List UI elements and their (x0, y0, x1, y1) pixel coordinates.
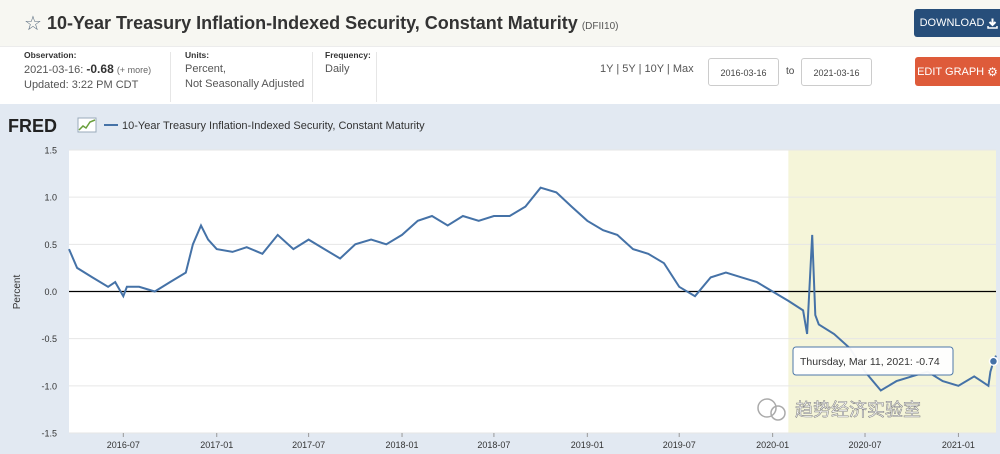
observation-block: Observation: 2021-03-16: -0.68 (+ more) … (24, 50, 151, 102)
observation-value: -0.68 (86, 62, 114, 76)
tooltip: Thursday, Mar 11, 2021: -0.74 (792, 346, 954, 376)
header: ☆ 10-Year Treasury Inflation-Indexed Sec… (0, 0, 1000, 102)
x-tick-label: 2021-01 (942, 440, 975, 450)
download-button[interactable]: DOWNLOAD (914, 9, 1000, 37)
fred-logo-mark (78, 119, 96, 131)
y-tick-label: 1.5 (44, 146, 57, 156)
range-5y[interactable]: 5Y (622, 63, 636, 75)
fred-logo: FRED (8, 116, 97, 136)
chart[interactable]: FRED 10-Year Treasury Inflation-Indexed … (0, 104, 1000, 454)
y-tick-label: -1.5 (41, 429, 57, 439)
page-title: 10-Year Treasury Inflation-Indexed Secur… (47, 13, 619, 33)
x-tick-label: 2017-01 (200, 440, 233, 450)
x-tick-label: 2016-07 (107, 440, 140, 450)
y-tick-label: 0.0 (44, 287, 57, 297)
frequency-block: Frequency: Daily (325, 50, 371, 102)
y-axis-label: Percent (12, 275, 23, 310)
observation-date: 2021-03-16: (24, 64, 84, 76)
units-line2: Not Seasonally Adjusted (185, 78, 305, 90)
chart-container: FRED 10-Year Treasury Inflation-Indexed … (0, 104, 1000, 454)
x-tick-label: 2018-07 (477, 440, 510, 450)
watermark-text: 趋势经济实验室 (795, 400, 921, 421)
fred-logo-text: FRED (8, 116, 57, 136)
tooltip-text: Thursday, Mar 11, 2021: -0.74 (800, 356, 940, 368)
more-observations-link[interactable]: (+ more) (116, 65, 152, 75)
units-block: Units: Percent, Not Seasonally Adjusted (185, 50, 304, 102)
edit-graph-button[interactable]: EDIT GRAPH ⚙ (915, 57, 1000, 86)
wechat-icon (757, 398, 777, 418)
range-10y[interactable]: 10Y (644, 63, 664, 75)
download-icon (987, 18, 999, 29)
y-tick-label: 0.5 (44, 240, 57, 250)
star-icon[interactable]: ☆ (24, 13, 42, 35)
series-id: (DFII10) (581, 21, 619, 32)
units-line1: Percent, (185, 63, 226, 75)
range-max[interactable]: Max (672, 63, 694, 75)
range-1y[interactable]: 1Y (600, 63, 614, 75)
x-tick-label: 2019-07 (663, 440, 696, 450)
hover-point (988, 356, 999, 367)
watermark: 趋势经济实验室 (757, 398, 921, 421)
legend-label: 10-Year Treasury Inflation-Indexed Secur… (122, 120, 425, 132)
range-selector: 1Y | 5Y | 10Y | Max (600, 63, 694, 75)
start-date-input[interactable]: 2016-03-16 (708, 58, 779, 86)
observation-label: Observation: (24, 50, 77, 60)
y-tick-label: -0.5 (41, 334, 57, 344)
x-tick-label: 2020-01 (756, 440, 789, 450)
tooltip-box (792, 346, 954, 376)
to-label: to (786, 66, 795, 77)
updated-time: Updated: 3:22 PM CDT (24, 79, 139, 91)
title-bar: ☆ 10-Year Treasury Inflation-Indexed Sec… (0, 0, 1000, 47)
frequency-value: Daily (325, 63, 350, 75)
wechat-icon-inner (770, 405, 786, 421)
x-tick-label: 2018-01 (386, 440, 419, 450)
x-tick-label: 2017-07 (292, 440, 325, 450)
end-date-input[interactable]: 2021-03-16 (801, 58, 872, 86)
download-label: DOWNLOAD (919, 17, 985, 29)
edit-graph-label: EDIT GRAPH (917, 65, 985, 78)
y-tick-label: 1.0 (44, 193, 57, 203)
frequency-label: Frequency: (325, 50, 371, 60)
y-tick-label: -1.0 (41, 381, 57, 391)
gear-icon: ⚙ (987, 64, 998, 79)
x-tick-label: 2019-01 (571, 440, 604, 450)
x-tick-label: 2020-07 (849, 440, 882, 450)
units-label: Units: (185, 50, 210, 60)
